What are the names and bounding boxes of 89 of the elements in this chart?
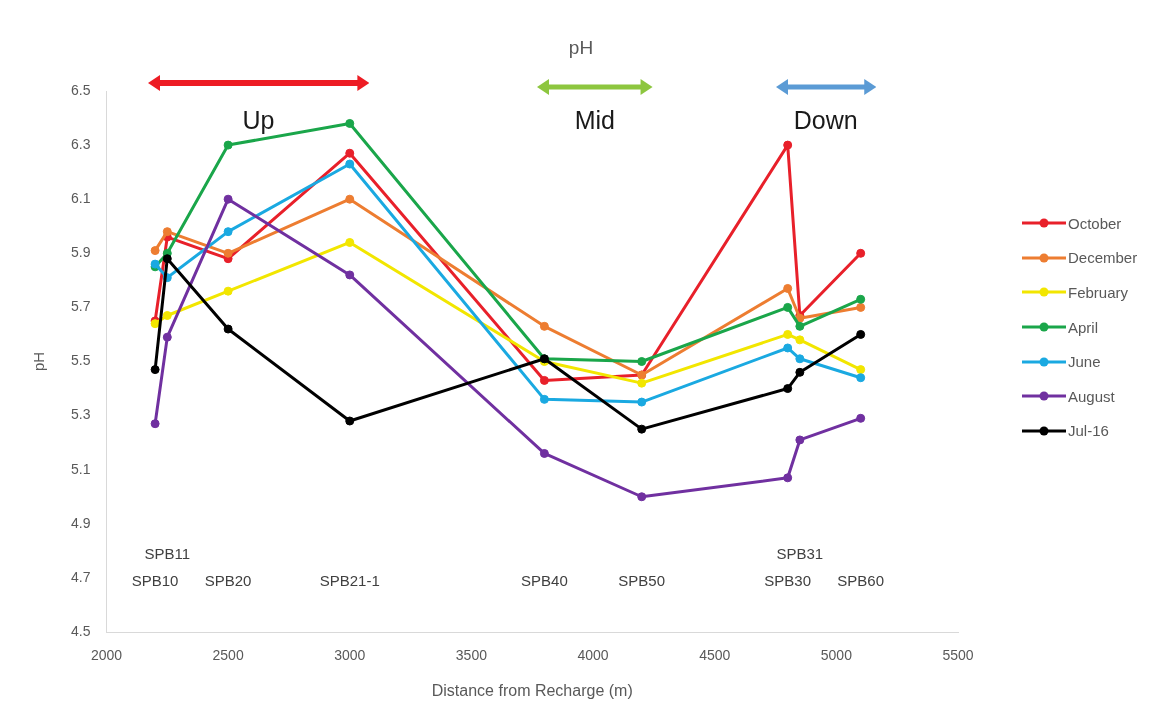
point: [150, 365, 160, 375]
point: [162, 254, 172, 264]
point: [223, 324, 233, 334]
point: [856, 329, 866, 339]
point: [856, 373, 866, 383]
point: [783, 473, 793, 483]
annotation: SPB50: [617, 571, 667, 591]
legend-label: April: [1068, 318, 1099, 336]
annotation: Down: [792, 105, 859, 135]
point: [856, 294, 866, 304]
y-tick-label: 6.5: [70, 81, 91, 98]
point: [795, 354, 805, 364]
point: [783, 343, 793, 353]
point: [856, 248, 866, 258]
point: [783, 283, 793, 293]
legend-label: February: [1068, 283, 1129, 301]
y-tick-label: 5.3: [70, 406, 91, 423]
y-tick-label: 6.3: [70, 135, 91, 152]
annotation: SPB30: [764, 572, 812, 589]
point: [150, 419, 160, 429]
point: [795, 335, 805, 345]
x-tick-label: 2000: [90, 647, 123, 664]
point: [223, 286, 233, 296]
point: [637, 424, 647, 434]
point: [539, 321, 549, 331]
annotation: SPB40: [520, 571, 569, 591]
legend-label: October: [1068, 214, 1122, 232]
annotation: Mid: [573, 105, 616, 135]
annotation: SPB31: [775, 544, 825, 564]
point: [795, 435, 805, 445]
point: [223, 248, 233, 258]
y-tick-label: 4.5: [70, 622, 91, 639]
x-tick-label: 5500: [942, 647, 974, 664]
y-tick-label: 6.1: [70, 190, 91, 207]
point: [223, 140, 233, 150]
legend-label: Jul-16: [1068, 422, 1109, 440]
point: [637, 378, 647, 388]
point: [637, 357, 647, 366]
legend-label: December: [1068, 249, 1138, 267]
point: [856, 302, 866, 312]
point: [345, 194, 355, 204]
point: [783, 140, 793, 150]
annotation: SPB11: [143, 544, 192, 564]
y-tick-label: 5.9: [70, 244, 91, 261]
point: [539, 448, 549, 458]
y-tick-label: 4.9: [70, 514, 91, 531]
point: [345, 159, 355, 169]
point: [637, 397, 647, 407]
y-axis-title: pH: [30, 351, 48, 372]
point: [345, 118, 355, 128]
point: [856, 413, 866, 423]
y-tick-label: 5.5: [70, 352, 91, 369]
x-tick-label: 2500: [212, 647, 244, 664]
y-tick-label: 5.7: [70, 298, 91, 315]
point: [345, 270, 355, 280]
point: [223, 227, 233, 237]
annotation: SPB20: [204, 572, 252, 589]
point: [637, 492, 647, 502]
x-tick-label: 4500: [699, 647, 731, 664]
point: [856, 365, 866, 375]
annotation: SPB60: [837, 572, 885, 589]
y-tick-label: 4.7: [70, 568, 91, 585]
point: [162, 311, 172, 321]
annotation: SPB10: [131, 572, 179, 589]
point: [345, 148, 355, 158]
point: [783, 329, 793, 339]
chart-title: pH: [567, 36, 595, 60]
point: [162, 332, 172, 342]
x-axis-title: Distance from Recharge (m): [431, 681, 633, 699]
x-tick-label: 5000: [820, 647, 853, 664]
y-tick-label: 5.1: [70, 460, 91, 477]
point: [795, 321, 805, 331]
point: [345, 237, 355, 247]
x-tick-label: 3000: [334, 647, 366, 664]
point: [783, 302, 793, 312]
legend-label: August: [1068, 387, 1115, 405]
annotation: Up: [241, 105, 276, 135]
point: [223, 194, 233, 204]
point: [795, 367, 805, 377]
point: [162, 227, 172, 237]
legend-label: June: [1068, 353, 1101, 371]
annotation: SPB21-1: [318, 571, 381, 591]
point: [783, 384, 793, 394]
point: [539, 394, 549, 404]
x-tick-label: 4000: [577, 647, 609, 664]
point: [539, 375, 549, 385]
point: [345, 416, 355, 426]
x-tick-label: 3500: [455, 647, 488, 664]
point: [150, 246, 160, 256]
